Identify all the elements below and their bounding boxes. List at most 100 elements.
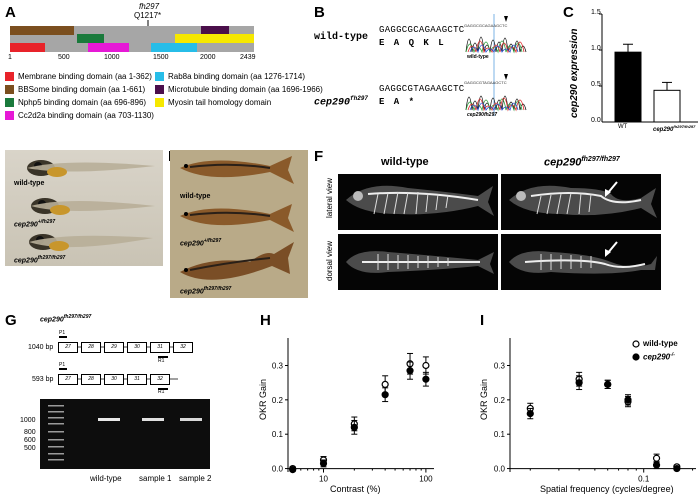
e-hom-allele: fh297/fh297 [203,286,232,292]
legend-marker-mutant [632,353,640,361]
mut-arrowhead [504,74,508,80]
rab8a-domain-block [151,43,197,52]
legend-label: Cc2d2a binding domain (aa 703-1130) [18,111,154,120]
gel-band-sample2 [180,418,202,421]
p1-primer-row1 [59,336,67,338]
g-r1-row2: R1 [158,389,165,395]
data-point-mutant [604,380,612,388]
larvae-photo [5,150,163,266]
exon-box: 28 [81,374,101,385]
xtick-label: 10 [319,475,328,484]
c-ytick-2: 1.0 [591,45,601,52]
gel-band-sample1 [142,418,164,421]
exon-box: 31 [127,374,147,385]
e-hom-gene: cep290 [180,288,204,296]
e-label-wt: wild-type [180,193,211,200]
exon-box: 28 [81,342,101,353]
h-ylabel: OKR Gain [258,378,268,420]
adult-fish-drawing [180,156,294,280]
ytick-label: 0.3 [272,361,284,370]
exon-box: 32 [150,374,170,385]
mut-genotype-label: cep290fh297 [314,95,368,108]
legend-swatch [5,85,14,94]
exon-box: 27 [58,374,78,385]
exon-box: 27 [58,342,78,353]
membrane-domain-block [10,43,45,52]
mutation-position-label: Q1217* [134,11,162,20]
tick-1500: 1500 [153,54,169,61]
i-legend-mut-allele: -/- [670,352,675,358]
c-cat-wt: WT [618,124,628,130]
legend-cc2d2a: Cc2d2a binding domain (aa 703-1130) [5,111,154,120]
legend-label: Nphp5 binding domain (aa 696-896) [18,98,147,107]
adult-hom [180,242,294,280]
d-het-allele: +/fh297 [37,219,56,225]
g-gene: cep290 [40,316,64,324]
legend-rab8a: Rab8a binding domain (aa 1276-1714) [155,72,305,81]
g-bp-593: 593 bp [32,376,54,383]
tick-500: 500 [58,54,70,61]
data-point-wildtype [652,454,661,462]
panel-label-h: H [260,312,271,329]
f-col-mut: cep290fh297/fh297 [544,156,620,169]
g-bp-1040: 1040 bp [28,344,54,351]
chromatograms: GAGGCGCAGAAGCTC GAGGCGTAGAAGCTC [464,14,527,116]
exon-row-skipped: 27 28 30 31 32 [58,374,170,385]
c-ytick-1: 0.5 [591,81,601,88]
c-ytick-3: 1.5 [591,9,601,16]
ytick-label: 0.0 [494,465,506,474]
f-row-lateral: lateral view [325,177,334,218]
mut-gene-name: cep290 [314,97,351,109]
mut-allele: fh297 [350,95,369,102]
e-het-allele: +/fh297 [203,238,222,244]
legend-myosin: Myosin tail homology domain [155,98,271,107]
e-label-het: cep290+/fh297 [180,238,221,247]
g-r1-row1: R1 [158,358,165,364]
ytick-label: 0.0 [272,465,284,474]
g-lane-sample2: sample 2 [179,474,212,483]
xray-wt-dorsal-drawing [346,251,494,274]
data-point-mutant [406,367,414,375]
frequency-okr-chart: 0.0 0.1 0.2 0.3 0.1 [494,338,696,484]
c-ytick-0: 0.0 [591,117,601,124]
data-point-mutant [319,459,328,468]
c-cat-mut: cep290fh297/fh297 [653,124,695,133]
legend-swatch [5,111,14,120]
trace-wt-caption: wild-type [467,54,489,60]
r1-primer-row2 [158,388,168,390]
adult-het [180,204,294,232]
data-point-mutant [381,391,389,399]
data-point-mutant [624,396,632,404]
g-p1-row2: P1 [59,362,66,368]
legend-label: Membrane binding domain (aa 1-362) [18,72,152,81]
contrast-okr-chart: 0.0 0.1 0.2 0.3 10 100 [272,338,434,484]
g-ladder-800: 800 [24,429,36,436]
xtick-label: 0.1 [638,475,650,484]
myosin-tail-domain-block [175,34,254,43]
tick-1: 1 [8,54,12,61]
legend-bbsome: BBSome binding domain (aa 1-661) [5,85,145,94]
xray-wt-dorsal [338,234,498,290]
panel-label-c: C [563,4,574,21]
p1-primer-row2 [59,368,67,370]
panel-label-f: F [314,148,324,165]
ytick-label: 0.3 [494,361,506,370]
wt-trace: GAGGCGCAGAAGCTC [464,23,527,54]
data-point-mutant [652,461,661,469]
data-point-mutant [289,465,297,474]
exon-box: 31 [150,342,170,353]
e-het-gene: cep290 [180,240,204,248]
larva-wt [27,160,155,177]
svg-text:GAGGCGCAGAAGCTC: GAGGCGCAGAAGCTC [464,23,507,28]
d-label-het: cep290+/fh297 [14,219,55,228]
domain-map [10,20,254,52]
data-point-mutant [422,375,430,383]
exon-row-full: 27 28 29 30 31 32 [58,342,193,353]
legend-microtubule: Microtubule binding domain (aa 1696-1966… [155,85,323,94]
c-bar-1 [653,89,681,123]
data-point-mutant [673,464,681,473]
legend-label: Microtubule binding domain (aa 1696-1966… [168,85,323,94]
panel-label-a: A [5,4,16,21]
mut-trace: GAGGCGTAGAAGCTC [464,80,527,112]
panel-label-b: B [314,4,325,21]
